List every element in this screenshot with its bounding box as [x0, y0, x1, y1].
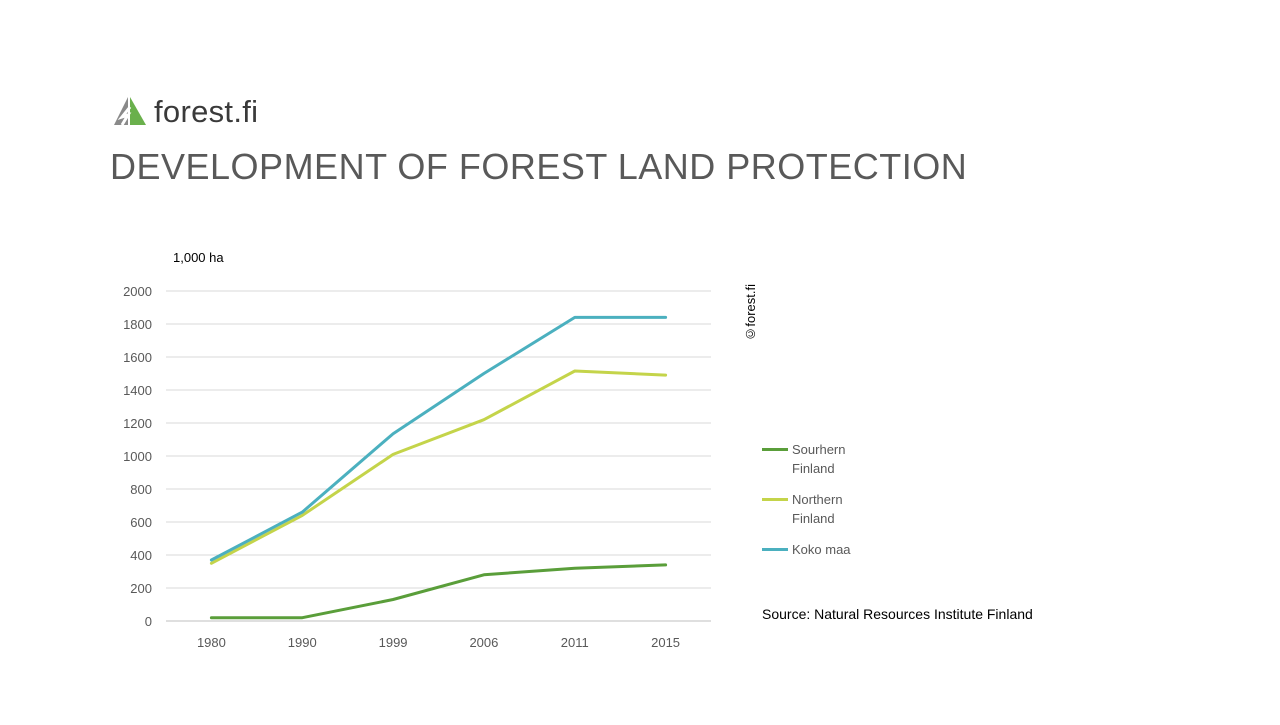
legend-swatch — [762, 448, 788, 451]
copyright-text: ©forest.fi — [743, 284, 758, 342]
y-tick-label: 1000 — [123, 449, 152, 464]
y-tick-label: 2000 — [123, 284, 152, 299]
legend-label: Sourhern Finland — [792, 440, 862, 478]
x-tick-label: 2011 — [561, 635, 589, 650]
x-tick-label: 2015 — [651, 635, 680, 650]
y-tick-label: 1400 — [123, 383, 152, 398]
legend: Sourhern Finland Northern Finland Koko maa — [762, 440, 862, 571]
y-tick-label: 1600 — [123, 350, 152, 365]
legend-item: Sourhern Finland — [762, 440, 862, 478]
y-tick-label: 200 — [130, 581, 152, 596]
x-tick-label: 1990 — [288, 635, 317, 650]
y-tick-label: 1200 — [123, 416, 152, 431]
y-axis-unit-label: 1,000 ha — [173, 250, 224, 265]
y-axis-ticks: 0 200 400 600 800 1000 1200 1400 1600 1800 2000 — [123, 284, 152, 629]
gridlines — [166, 291, 711, 621]
y-tick-label: 800 — [130, 482, 152, 497]
y-tick-label: 1800 — [123, 317, 152, 332]
source-text: Source: Natural Resources Institute Finl… — [762, 606, 1033, 622]
y-tick-label: 600 — [130, 515, 152, 530]
legend-swatch — [762, 548, 788, 551]
series-line-0 — [211, 565, 665, 618]
y-tick-label: 0 — [145, 614, 152, 629]
x-tick-label: 2006 — [469, 635, 498, 650]
x-tick-label: 1999 — [379, 635, 408, 650]
y-tick-label: 400 — [130, 548, 152, 563]
x-tick-label: 1980 — [197, 635, 226, 650]
legend-item: Northern Finland — [762, 490, 862, 528]
legend-item: Koko maa — [762, 540, 862, 559]
series-line-2 — [211, 317, 665, 560]
legend-label: Northern Finland — [792, 490, 862, 528]
series-lines — [211, 317, 665, 618]
legend-label: Koko maa — [792, 540, 862, 559]
x-axis-ticks: 1980 1990 1999 2006 2011 2015 — [197, 635, 680, 650]
legend-swatch — [762, 498, 788, 501]
series-line-1 — [211, 371, 665, 563]
